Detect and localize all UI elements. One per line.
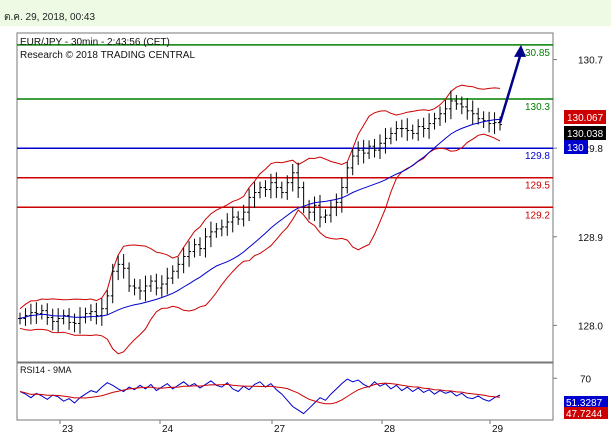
x-tick-label: 28 bbox=[384, 424, 396, 435]
level-label: 130.3 bbox=[525, 102, 550, 113]
bollinger-lower bbox=[19, 133, 501, 355]
y-tick-label: 130.7 bbox=[578, 56, 603, 67]
rsi-line bbox=[19, 378, 501, 415]
target-arrow-shaft bbox=[498, 52, 523, 123]
level-label: 129.5 bbox=[525, 181, 550, 192]
chart-subtitle: Research © 2018 TRADING CENTRAL bbox=[20, 50, 195, 61]
level-label: 130.85 bbox=[519, 48, 550, 59]
rsi-title: RSI14 - 9MA bbox=[20, 365, 72, 375]
price-badge-label: 130.038 bbox=[567, 129, 604, 140]
price-badge-label: 130.067 bbox=[567, 113, 604, 124]
rsi-ma-line bbox=[19, 382, 501, 405]
price-badge bbox=[564, 140, 588, 154]
main-panel-frame bbox=[16, 32, 554, 363]
rsi-tick-label: 70 bbox=[580, 374, 592, 385]
target-arrow-head bbox=[514, 44, 526, 57]
x-tick-label: 29 bbox=[492, 424, 504, 435]
moving-average-line bbox=[19, 118, 501, 319]
rsi-badge-label: 47.7244 bbox=[566, 409, 603, 420]
chart-title: EUR/JPY - 30min - 2:43:56 (CET) bbox=[20, 37, 170, 48]
y-tick-label: 128.0 bbox=[578, 321, 603, 332]
x-tick-label: 27 bbox=[274, 424, 286, 435]
y-tick-label: 129.8 bbox=[578, 144, 603, 155]
rsi-badge bbox=[564, 396, 608, 408]
bollinger-upper bbox=[19, 84, 501, 310]
rsi-badge bbox=[564, 407, 608, 419]
timestamp-text: ต.ค. 29, 2018, 00:43 bbox=[4, 12, 96, 23]
y-tick-label: 128.9 bbox=[578, 233, 603, 244]
level-label: 129.8 bbox=[525, 151, 550, 162]
x-tick-label: 23 bbox=[62, 424, 74, 435]
rsi-badge-label: 51.3287 bbox=[566, 398, 603, 409]
timestamp-bar: ต.ค. 29, 2018, 00:43 bbox=[0, 0, 611, 26]
price-badge bbox=[564, 126, 606, 140]
level-label: 129.2 bbox=[525, 210, 550, 221]
price-badge bbox=[564, 110, 606, 124]
price-badge-label: 130 bbox=[567, 143, 584, 154]
x-tick-label: 24 bbox=[162, 424, 174, 435]
